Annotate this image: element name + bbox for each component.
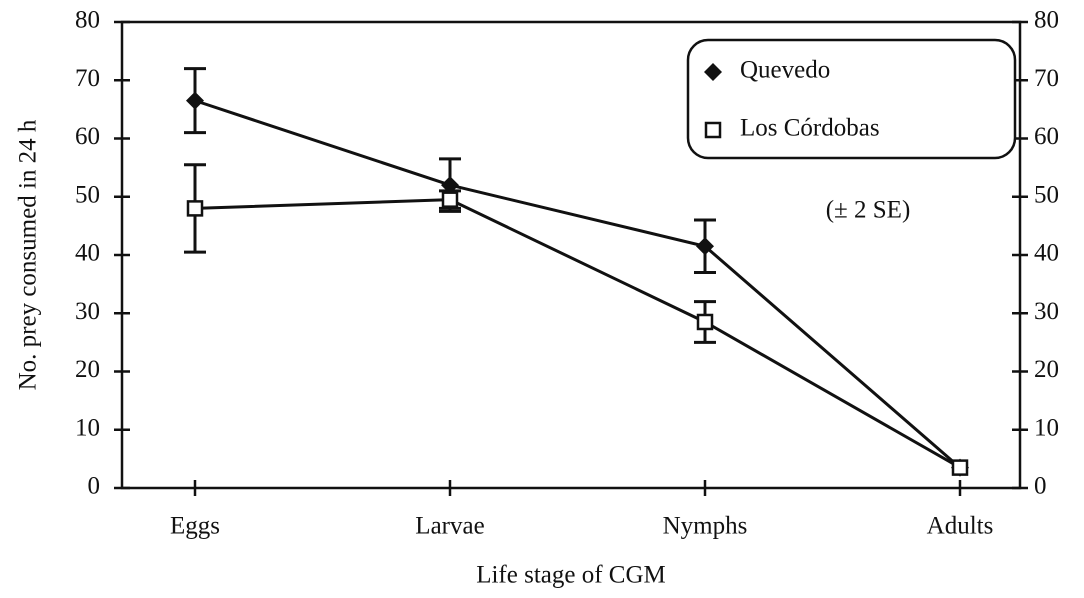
y2-tick-label: 70 (1034, 65, 1059, 92)
y-tick-label: 10 (75, 414, 100, 441)
y2-tick-label: 80 (1034, 7, 1059, 34)
marker (186, 200, 204, 217)
y-tick-label: 60 (75, 123, 100, 150)
series-line (194, 198, 961, 469)
y2-tick-label: 50 (1034, 181, 1059, 208)
y2-tick-label: 20 (1034, 356, 1059, 383)
y-tick-label: 50 (75, 181, 100, 208)
marker (951, 459, 969, 476)
marker (186, 91, 204, 110)
series-line (194, 99, 961, 469)
legend-box (686, 38, 1017, 160)
marker (696, 237, 714, 256)
legend-marker (704, 63, 722, 81)
legend-label: Los Córdobas (740, 115, 880, 142)
y2-tick-label: 60 (1034, 123, 1059, 150)
legend-marker (704, 121, 722, 139)
legend-label: Quevedo (740, 57, 830, 84)
annotation: (± 2 SE) (826, 197, 911, 224)
x-tick-label: Nymphs (663, 513, 748, 540)
y-tick-label: 30 (75, 298, 100, 325)
x-tick-label: Eggs (170, 513, 220, 540)
y-tick-label: 80 (75, 7, 100, 34)
y-tick-label: 20 (75, 356, 100, 383)
y-tick-label: 0 (88, 473, 101, 500)
y-axis-label: No. prey consumed in 24 h (15, 119, 42, 390)
marker (441, 191, 459, 208)
y2-tick-label: 40 (1034, 240, 1059, 267)
marker (441, 176, 459, 195)
x-tick-label: Adults (927, 513, 994, 540)
y2-tick-label: 0 (1034, 473, 1047, 500)
y2-tick-label: 30 (1034, 298, 1059, 325)
x-axis-label: Life stage of CGM (476, 562, 666, 589)
marker (696, 313, 714, 331)
y-tick-label: 40 (75, 240, 100, 267)
x-tick-label: Larvae (415, 513, 484, 540)
y2-tick-label: 10 (1034, 414, 1059, 441)
y-tick-label: 70 (75, 65, 100, 92)
